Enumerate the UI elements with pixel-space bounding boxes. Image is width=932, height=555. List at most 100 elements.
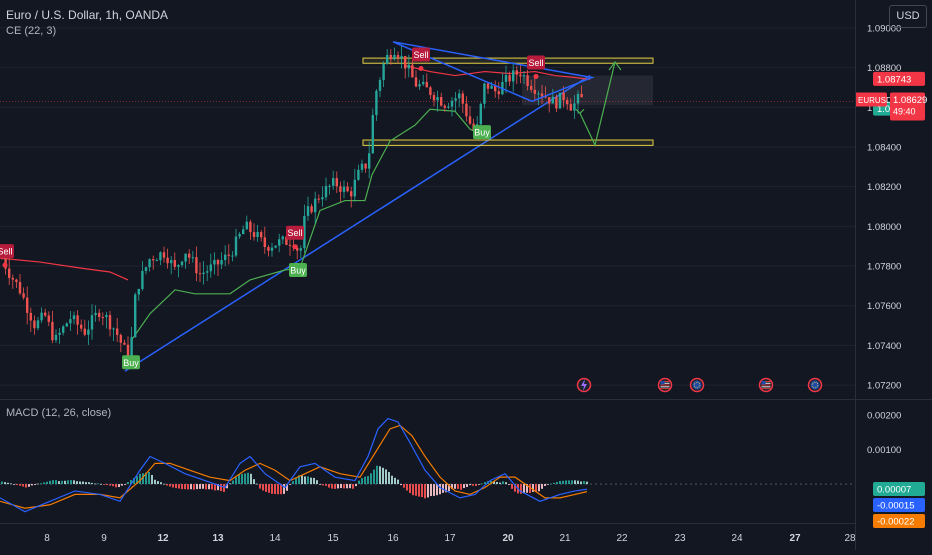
macd-hist-bar	[571, 480, 573, 485]
macd-hist-bar	[283, 484, 285, 494]
macd-hist-bar	[280, 484, 282, 495]
macd-hist-bar	[310, 477, 312, 485]
macd-hist-bar	[505, 482, 507, 485]
candle-body	[108, 315, 112, 330]
macd-hist-bar	[532, 484, 534, 492]
candle-body	[184, 253, 187, 262]
macd-tick-label: 0.00200	[867, 411, 901, 422]
time-tick-label: 24	[731, 533, 743, 544]
signal-dot	[292, 244, 298, 250]
macd-hist-bar	[16, 484, 18, 486]
macd-hist-bar	[223, 484, 225, 492]
macd-hist-bar	[325, 484, 327, 486]
us-flag-icon[interactable]	[657, 377, 673, 393]
candle-body	[436, 97, 439, 101]
sell-signal[interactable]: Sell	[412, 47, 430, 72]
macd-hist-bar	[508, 484, 510, 485]
pane-separator[interactable]	[0, 399, 932, 400]
macd-hist-bar	[319, 484, 321, 485]
candle-body	[422, 81, 425, 85]
candle-body	[562, 92, 565, 101]
lightning-glyph	[581, 379, 587, 391]
macd-hist-bar	[40, 483, 42, 485]
candle-body	[522, 75, 526, 77]
macd-hist-bar	[202, 484, 204, 489]
currency-button[interactable]: USD	[889, 5, 927, 28]
flag-stripe	[660, 386, 670, 388]
buy-signal[interactable]: Buy	[289, 262, 307, 277]
candle-body	[389, 54, 392, 60]
candle-body	[152, 259, 155, 261]
candle-body	[130, 337, 133, 360]
candle-body	[54, 334, 58, 341]
macd-hist-bar	[529, 484, 531, 494]
macd-hist-bar	[331, 484, 333, 489]
time-tick-label: 17	[444, 533, 456, 544]
candle-body	[414, 77, 418, 87]
macd-hist-bar	[112, 484, 114, 487]
candle-body	[465, 103, 468, 117]
macd-hist-bar	[232, 480, 234, 485]
macd-hist-bar	[520, 484, 522, 494]
time-tick-label: 20	[502, 533, 514, 544]
macd-hist-bar	[502, 481, 504, 485]
macd-hist-bar	[163, 483, 165, 485]
macd-hist-bar	[139, 473, 141, 485]
macd-hist-bar	[475, 484, 477, 486]
macd-hist-bar	[460, 484, 462, 490]
candle-body	[87, 329, 90, 335]
macd-legend[interactable]: MACD (12, 26, close)	[6, 407, 112, 419]
signal-label-bg	[412, 47, 430, 62]
macd-hist-bar	[271, 484, 273, 494]
eu-flag-icon[interactable]	[807, 377, 823, 393]
candle-body	[195, 257, 198, 274]
macd-hist-bar	[67, 480, 69, 485]
macd-hist-bar	[418, 484, 420, 497]
candle-body	[393, 54, 396, 60]
macd-hist-bar	[523, 484, 525, 494]
macd-hist-bar	[169, 484, 171, 487]
sell-signal[interactable]: Sell	[527, 55, 545, 79]
triangle-pattern	[392, 41, 595, 103]
eu-flag-icon[interactable]	[689, 377, 705, 393]
macd-hist-bar	[463, 484, 465, 489]
candle-body	[447, 106, 450, 108]
indicator-legend[interactable]: CE (22, 3)	[6, 25, 57, 37]
candle-body	[83, 328, 86, 335]
macd-hist-bar	[85, 482, 87, 485]
buy-signal[interactable]: Buy	[122, 355, 140, 370]
candle-body	[360, 163, 364, 170]
macd-hist-bar	[55, 480, 57, 485]
macd-hist-bar	[457, 484, 459, 489]
candle-body	[80, 324, 83, 329]
candle-body	[263, 237, 266, 248]
buy-signal[interactable]: Buy	[473, 125, 491, 140]
time-axis-separator	[0, 523, 855, 524]
lightning-icon[interactable]	[576, 377, 592, 393]
sell-signal[interactable]: Sell	[286, 225, 304, 250]
candle-body	[310, 206, 313, 213]
candle-body	[342, 186, 346, 192]
us-flag-icon[interactable]	[758, 377, 774, 393]
sell-signal[interactable]: Sell	[0, 244, 14, 268]
candle-body	[231, 255, 234, 257]
projection-path	[579, 61, 616, 147]
candle-body	[69, 319, 72, 324]
candle-body	[450, 100, 454, 107]
macd-signal-line	[0, 424, 588, 509]
signal-label: Buy	[123, 358, 139, 368]
time-tick-label: 13	[212, 533, 224, 544]
candle-body	[249, 221, 252, 233]
macd-hist-bar	[574, 480, 576, 485]
candle-body	[504, 75, 508, 82]
macd-hist-bar	[370, 473, 372, 485]
macd-hist-bar	[388, 472, 390, 485]
macd-hist-bar	[349, 484, 351, 489]
macd-hist-bar	[34, 484, 36, 485]
candle-body	[339, 186, 342, 192]
price-tick-label: 1.07600	[867, 301, 901, 312]
macd-hist-bar	[385, 469, 387, 485]
macd-hist-bar	[382, 467, 384, 485]
